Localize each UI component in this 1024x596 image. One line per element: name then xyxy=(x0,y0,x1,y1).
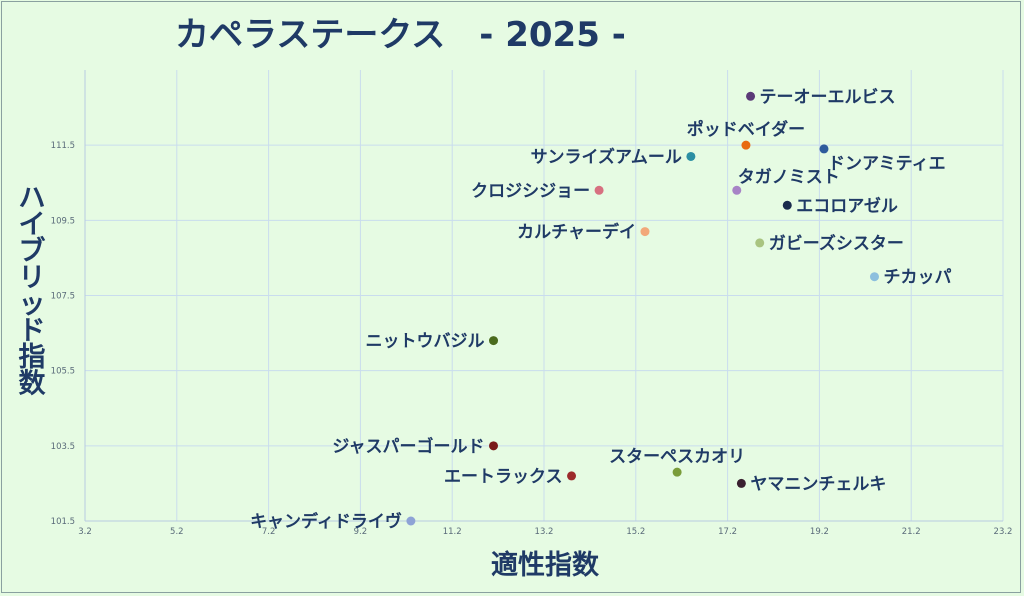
data-point xyxy=(869,272,879,282)
point-label: ジャスパーゴールド xyxy=(332,436,484,457)
data-point xyxy=(489,441,499,451)
x-tick-label: 17.2 xyxy=(718,527,737,537)
data-point xyxy=(406,516,416,526)
y-tick-label: 111.5 xyxy=(51,141,75,151)
data-point xyxy=(594,185,604,195)
data-point xyxy=(755,238,765,248)
x-tick-label: 21.2 xyxy=(902,527,921,537)
data-point xyxy=(736,478,746,488)
point-label: エートラックス xyxy=(444,467,563,487)
point-label: ガビーズシスター xyxy=(769,233,904,254)
x-tick-label: 11.2 xyxy=(443,527,462,537)
point-label: ヤマニンチェルキ xyxy=(750,474,886,494)
data-point xyxy=(746,91,756,101)
point-label: チカッパ xyxy=(883,268,951,288)
chart-title: カペラステークス - 2025 - xyxy=(175,15,626,55)
point-label: ニットウバジル xyxy=(366,332,485,352)
point-label: スターペスカオリ xyxy=(609,447,745,467)
data-point xyxy=(732,185,742,195)
point-label: クロジシジョー xyxy=(471,181,590,201)
y-tick-label: 101.5 xyxy=(51,517,75,527)
data-point xyxy=(741,140,751,150)
y-axis-title: ハイブリッド指数 xyxy=(19,183,47,400)
point-label: テーオーエルビス xyxy=(760,87,896,107)
data-point xyxy=(686,151,696,161)
point-label: キャンディドライヴ xyxy=(250,511,402,532)
x-tick-label: 3.2 xyxy=(78,527,92,537)
y-tick-label: 107.5 xyxy=(51,292,75,302)
data-point xyxy=(672,467,682,477)
y-tick-label: 103.5 xyxy=(51,442,75,452)
y-tick-label: 109.5 xyxy=(51,216,75,226)
point-label: カルチャーデイ xyxy=(517,222,636,243)
point-label: エコロアゼル xyxy=(796,195,898,216)
data-point xyxy=(567,471,577,481)
point-label: サンライズアムール xyxy=(531,146,682,167)
data-point xyxy=(782,200,792,210)
x-tick-label: 5.2 xyxy=(170,527,184,537)
x-tick-label: 19.2 xyxy=(810,527,829,537)
grid xyxy=(84,70,1004,522)
x-tick-label: 7.2 xyxy=(262,527,276,537)
data-point xyxy=(640,227,650,237)
x-tick-label: 13.2 xyxy=(535,527,554,537)
point-label: ポッドベイダー xyxy=(687,119,805,140)
x-tick-label: 9.2 xyxy=(354,527,368,537)
data-point xyxy=(489,336,499,346)
x-tick-label: 15.2 xyxy=(626,527,645,537)
tick-labels: 3.2 5.2 7.2 9.2 11.2 13.2 15.2 17.2 19.2 21.2 23.2… xyxy=(51,141,1013,537)
point-label: ドンアミティエ xyxy=(828,154,946,174)
data-point xyxy=(819,144,829,154)
data-points xyxy=(406,91,879,526)
x-tick-label: 23.2 xyxy=(994,527,1013,537)
x-axis-title: 適性指数 xyxy=(491,549,600,581)
point-label: タガノミスト xyxy=(738,167,840,187)
y-tick-label: 105.5 xyxy=(51,367,75,377)
